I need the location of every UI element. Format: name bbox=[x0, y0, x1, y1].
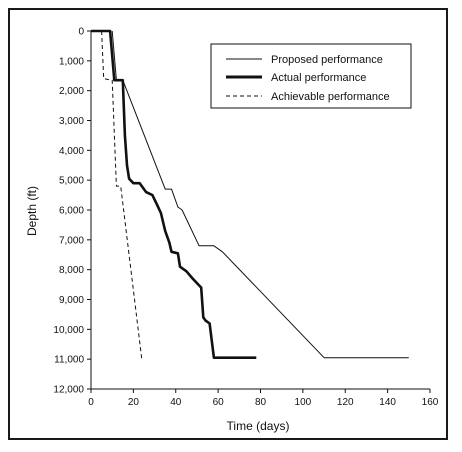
y-tick-label: 11,000 bbox=[54, 355, 84, 366]
y-tick-label: 2,000 bbox=[59, 86, 84, 97]
y-tick-label: 5,000 bbox=[59, 176, 84, 187]
x-tick-label: 140 bbox=[379, 397, 396, 408]
x-tick-label: 60 bbox=[213, 397, 225, 408]
y-tick-label: 7,000 bbox=[59, 235, 84, 246]
x-tick-label: 20 bbox=[128, 397, 140, 408]
y-tick-label: 0 bbox=[78, 27, 84, 38]
y-tick-label: 1,000 bbox=[59, 56, 84, 67]
y-tick-label: 8,000 bbox=[59, 265, 84, 276]
y-tick-label: 10,000 bbox=[53, 325, 84, 336]
x-tick-label: 40 bbox=[170, 397, 182, 408]
y-tick-label: 12,000 bbox=[53, 385, 84, 396]
actual-performance-line bbox=[91, 29, 257, 360]
y-tick-label: 9,000 bbox=[59, 295, 84, 306]
x-tick-label: 160 bbox=[422, 397, 439, 408]
x-tick-label: 0 bbox=[88, 397, 94, 408]
x-tick-label: 120 bbox=[337, 397, 354, 408]
legend-label-proposed: Proposed performance bbox=[271, 54, 383, 66]
legend-label-achievable: Achievable performance bbox=[271, 91, 390, 103]
y-tick-label: 6,000 bbox=[59, 206, 84, 217]
x-tick-label: 80 bbox=[255, 397, 267, 408]
y-axis-label: Depth (ft) bbox=[25, 186, 39, 236]
series-layer bbox=[91, 29, 409, 360]
legend: Proposed performance Actual performance … bbox=[210, 43, 412, 109]
axes: 0 1,000 2,000 3,000 4,000 5,000 6,000 7,000 8,00… bbox=[53, 27, 438, 409]
legend-label-actual: Actual performance bbox=[271, 72, 366, 84]
y-tick-label: 4,000 bbox=[59, 146, 84, 157]
y-tick-label: 3,000 bbox=[59, 116, 84, 127]
x-tick-label: 100 bbox=[295, 397, 312, 408]
x-axis-label: Time (days) bbox=[227, 419, 290, 433]
